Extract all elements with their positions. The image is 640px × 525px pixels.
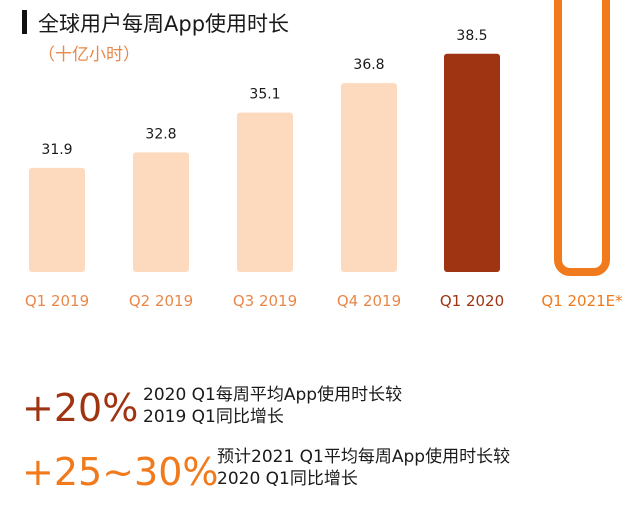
chart-subtitle: （十亿小时）	[38, 45, 140, 65]
bar-q3-2019	[237, 112, 293, 272]
bar-value-label: 36.8	[353, 57, 384, 73]
bar-q2-2019	[133, 152, 189, 272]
bar-q1-2020	[444, 53, 500, 272]
stat-desc-line: 预计2021 Q1平均每周App使用时长较	[217, 447, 511, 467]
stat-desc-line: 2019 Q1同比增长	[143, 407, 284, 427]
category-label: Q3 2019	[233, 292, 297, 310]
stat-growth-2020-desc: 2020 Q1每周平均App使用时长较 2019 Q1同比增长	[143, 384, 402, 428]
bar-value-label: 38.5	[456, 28, 487, 44]
category-label: Q2 2019	[129, 292, 193, 310]
bar-value-label: 35.1	[249, 87, 280, 103]
category-label: Q4 2019	[337, 292, 401, 310]
stat-growth-2020: +20%	[22, 386, 139, 430]
bar-q4-2019	[341, 83, 397, 272]
bar-q1-2021e-	[554, 0, 610, 276]
category-label: Q1 2020	[440, 292, 504, 310]
chart-title: 全球用户每周App使用时长	[38, 12, 290, 36]
stat-growth-2021-desc: 预计2021 Q1平均每周App使用时长较 2020 Q1同比增长	[217, 446, 510, 490]
bar-value-label: 32.8	[145, 126, 176, 142]
title-accent-bar	[22, 10, 27, 34]
stat-desc-line: 2020 Q1同比增长	[217, 469, 358, 489]
stat-desc-line: 2020 Q1每周平均App使用时长较	[143, 385, 403, 405]
bar-chart: 31.9 Q1 2019 32.8 Q2 2019 35.1 Q3 2019 36.8 Q4 …	[25, 0, 623, 310]
bar-q1-2019	[29, 167, 85, 272]
category-label: Q1 2021E*	[541, 292, 623, 310]
category-label: Q1 2019	[25, 292, 89, 310]
stat-growth-2021-forecast: +25~30%	[22, 450, 219, 494]
bar-value-label: 31.9	[41, 142, 72, 158]
